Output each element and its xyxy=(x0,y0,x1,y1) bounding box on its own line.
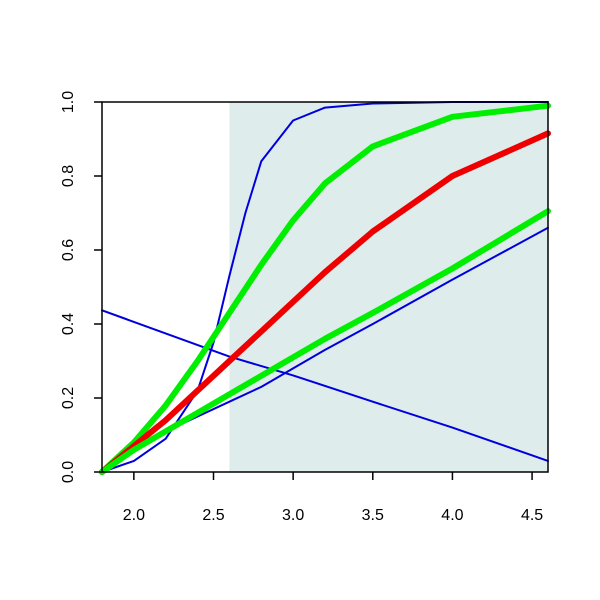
series-line-4 xyxy=(99,102,551,475)
x-tick-label: 3.0 xyxy=(282,507,304,524)
y-axis: 0.0 0.2 0.4 0.6 0.8 1.0 xyxy=(60,91,102,483)
series-line-6 xyxy=(99,208,551,475)
x-tick-label: 4.0 xyxy=(441,507,463,524)
x-axis: 2.0 2.5 3.0 3.5 4.0 4.5 xyxy=(123,472,543,524)
x-tick-label: 4.5 xyxy=(521,507,543,524)
series-line-5 xyxy=(99,130,551,475)
shaded-region xyxy=(229,102,548,472)
x-tick-label: 3.5 xyxy=(362,507,384,524)
shaded-region-layer xyxy=(229,102,548,472)
y-tick-label: 1.0 xyxy=(60,91,77,113)
x-tick-label: 2.0 xyxy=(123,507,145,524)
y-tick-label: 0.2 xyxy=(60,387,77,409)
y-tick-label: 0.6 xyxy=(60,239,77,261)
series-layer xyxy=(99,101,551,475)
y-tick-label: 0.4 xyxy=(60,313,77,335)
y-tick-label: 0.8 xyxy=(60,165,77,187)
y-tick-label: 0.0 xyxy=(60,461,77,483)
x-tick-label: 2.5 xyxy=(202,507,224,524)
plot-frame xyxy=(101,101,549,473)
series-line-2 xyxy=(101,101,549,473)
